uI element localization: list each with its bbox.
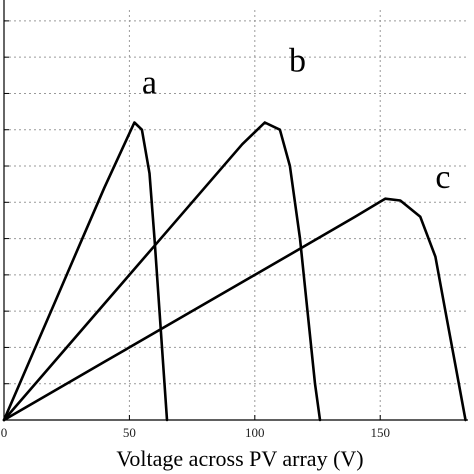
x-tick-label-1: 50 <box>123 425 136 440</box>
series-annotations: a b c <box>142 43 451 196</box>
series-line-b <box>2 121 322 422</box>
series-line-a <box>2 121 169 422</box>
series-label-a: a <box>142 64 157 101</box>
series-label-c: c <box>435 159 450 196</box>
series-layer <box>2 121 467 422</box>
tick-labels: 0 50 100 150 <box>1 425 390 440</box>
series-line-c <box>2 197 467 422</box>
x-tick-label-0: 0 <box>1 425 8 440</box>
grid-layer <box>4 10 468 420</box>
x-axis-label: Voltage across PV array (V) <box>116 446 363 471</box>
x-tick-label-2: 100 <box>245 425 265 440</box>
x-tick-label-3: 150 <box>370 425 390 440</box>
axes-layer <box>3 0 468 421</box>
series-label-b: b <box>289 43 306 80</box>
